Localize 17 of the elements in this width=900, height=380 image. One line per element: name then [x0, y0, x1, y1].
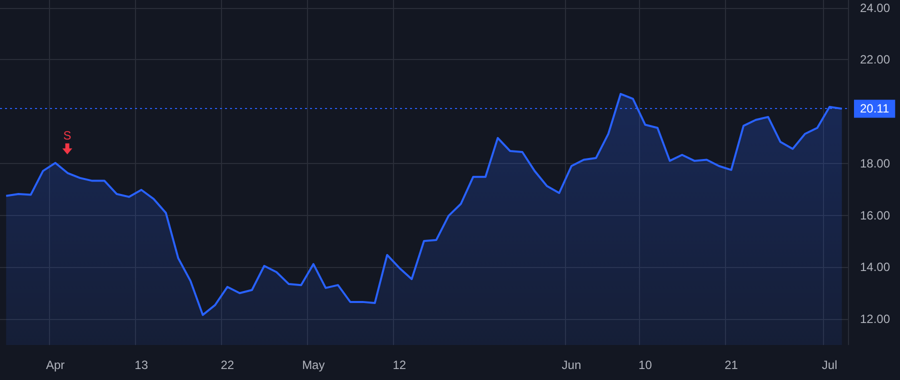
y-tick-label: 18.00 [860, 156, 890, 170]
y-tick-label: 14.00 [860, 260, 890, 274]
x-tick-label: 22 [220, 358, 234, 372]
y-tick-label: 16.00 [860, 208, 890, 222]
x-tick-label: 12 [392, 358, 406, 372]
ref-line-label: 20.11 [860, 102, 890, 116]
x-tick-label: 13 [134, 358, 148, 372]
y-tick-label: 12.00 [860, 312, 890, 326]
x-tick-label: 21 [724, 358, 738, 372]
y-tick-label: 24.00 [860, 0, 890, 15]
x-tick-label: 10 [638, 358, 652, 372]
x-tick-label: Apr [46, 358, 65, 372]
annotation: S [63, 128, 72, 142]
x-tick-label: Jul [822, 358, 838, 372]
x-tick-label: Jun [562, 358, 582, 372]
x-tick-label: May [302, 358, 325, 372]
y-tick-label: 22.00 [860, 52, 890, 67]
